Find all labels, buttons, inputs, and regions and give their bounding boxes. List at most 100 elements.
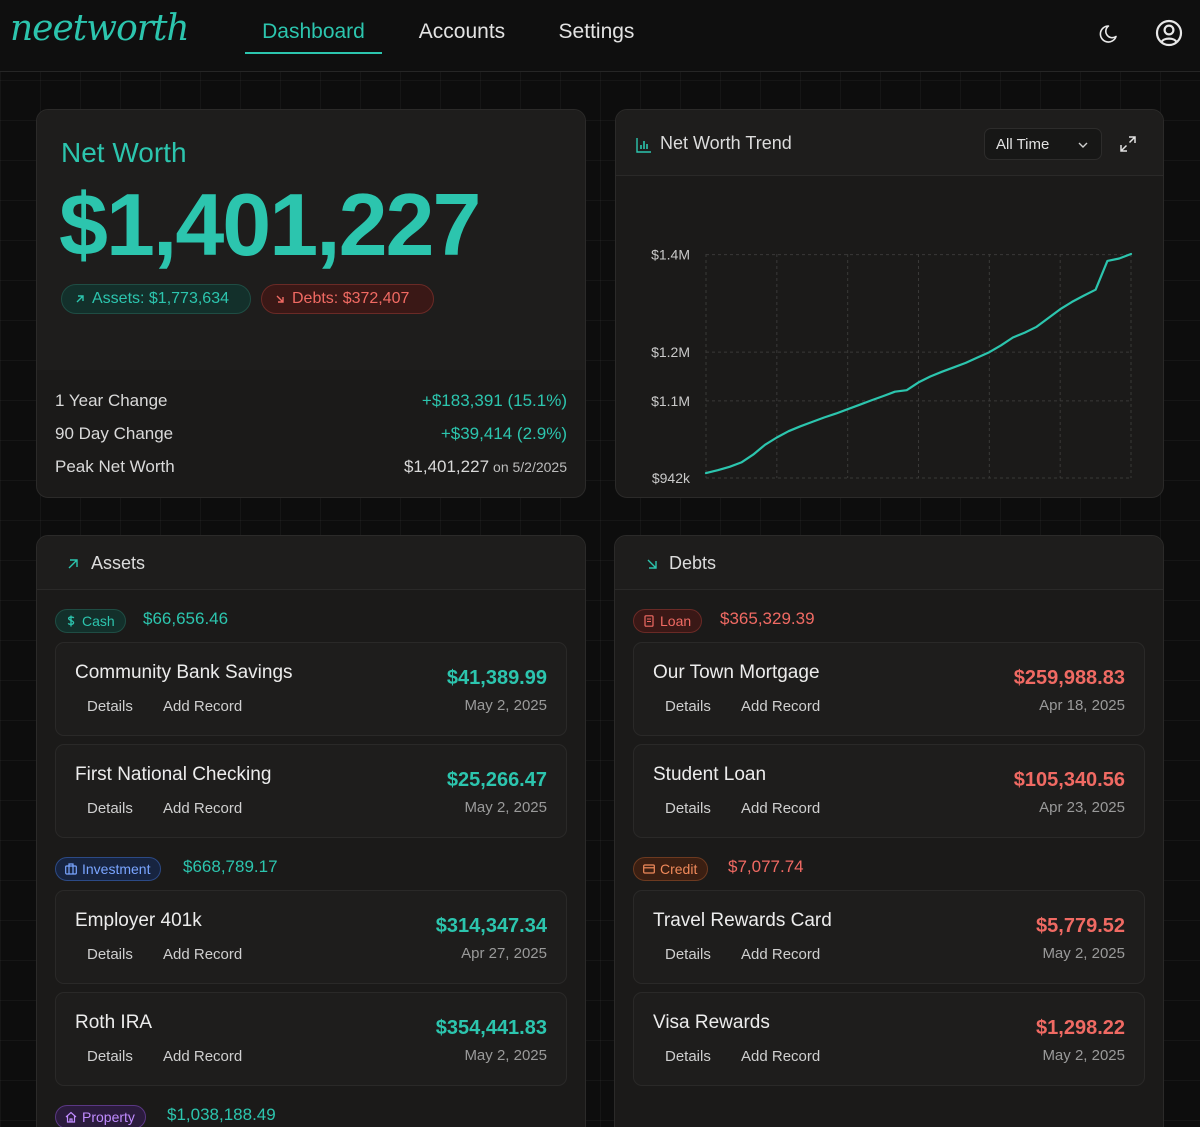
app-logo[interactable]: neetworth <box>10 8 190 49</box>
net-worth-summary: Net Worth $1,401,227 Assets: $1,773,634 … <box>37 110 585 370</box>
account-item[interactable]: Travel Rewards Card Details Add Record $… <box>633 890 1145 984</box>
property-category-chip[interactable]: Property <box>55 1105 146 1127</box>
one-year-change-row: 1 Year Change +$183,391 (15.1%) <box>55 391 567 415</box>
user-profile-icon[interactable] <box>1154 18 1184 48</box>
investment-category-chip[interactable]: Investment <box>55 857 162 881</box>
account-name: Employer 401k <box>75 910 202 931</box>
y-tick-label: $1.2M <box>651 344 690 360</box>
account-name: Our Town Mortgage <box>653 662 820 683</box>
details-button[interactable]: Details <box>665 800 711 817</box>
y-tick-label: $1.4M <box>651 247 690 263</box>
home-icon <box>65 1111 77 1123</box>
group-total: $7,077.74 <box>728 857 804 876</box>
briefcase-icon <box>65 863 77 875</box>
arrow-up-right-icon <box>76 295 84 303</box>
ninety-day-change-row: 90 Day Change +$39,414 (2.9%) <box>55 424 567 448</box>
account-updated-date: May 2, 2025 <box>464 799 547 816</box>
group-total: $365,329.39 <box>720 609 815 628</box>
add-record-button[interactable]: Add Record <box>741 946 821 963</box>
details-button[interactable]: Details <box>665 698 711 715</box>
debts-header: Debts <box>615 536 1163 590</box>
account-balance: $25,266.47 <box>446 769 547 791</box>
expand-icon[interactable] <box>1119 135 1137 153</box>
peak-date: on 5/2/2025 <box>493 459 567 475</box>
add-record-button[interactable]: Add Record <box>741 698 821 715</box>
net-worth-card: Net Worth $1,401,227 Assets: $1,773,634 … <box>36 109 586 498</box>
details-button[interactable]: Details <box>87 946 133 963</box>
assets-card: Assets Cash $66,656.46 Community Bank Sa… <box>36 535 586 1127</box>
nav-tab-settings[interactable]: Settings <box>558 20 635 43</box>
account-balance: $314,347.34 <box>435 915 547 937</box>
account-item[interactable]: Visa Rewards Details Add Record $1,298.2… <box>633 992 1145 1086</box>
loan-category-chip[interactable]: Loan <box>633 609 703 633</box>
account-updated-date: Apr 27, 2025 <box>461 945 547 962</box>
account-item[interactable]: Student Loan Details Add Record $105,340… <box>633 744 1145 838</box>
account-balance: $41,389.99 <box>446 667 547 689</box>
add-record-button[interactable]: Add Record <box>163 698 243 715</box>
details-button[interactable]: Details <box>87 800 133 817</box>
debts-title: Debts <box>669 553 717 573</box>
account-name: First National Checking <box>75 764 272 785</box>
add-record-button[interactable]: Add Record <box>163 1048 243 1065</box>
account-name: Student Loan <box>653 764 767 785</box>
net-worth-series-line <box>704 252 1133 475</box>
account-updated-date: May 2, 2025 <box>1042 945 1125 962</box>
add-record-button[interactable]: Add Record <box>163 800 243 817</box>
y-tick-label: $942k <box>652 470 691 486</box>
stat-value: +$183,391 (15.1%) <box>421 391 567 410</box>
nav-tab-dashboard[interactable]: Dashboard <box>245 20 382 54</box>
stat-label: Peak Net Worth <box>55 457 175 476</box>
account-item[interactable]: Roth IRA Details Add Record $354,441.83 … <box>55 992 567 1086</box>
account-item[interactable]: First National Checking Details Add Reco… <box>55 744 567 838</box>
add-record-button[interactable]: Add Record <box>741 1048 821 1065</box>
net-worth-value: $1,401,227 <box>59 175 481 274</box>
group-total: $66,656.46 <box>143 609 229 628</box>
time-range-select[interactable]: All Time <box>984 128 1102 160</box>
credit-category-chip[interactable]: Credit <box>633 857 709 881</box>
chip-label: Loan <box>660 613 692 629</box>
net-worth-trend-card: Net Worth Trend All Time $942k $1.1M $1.2M… <box>615 109 1164 498</box>
time-range-value: All Time <box>996 136 1050 153</box>
group-total: $1,038,188.49 <box>167 1105 276 1124</box>
receipt-icon <box>644 615 654 627</box>
cash-category-chip[interactable]: Cash <box>55 609 126 633</box>
nav-tab-accounts[interactable]: Accounts <box>418 20 506 43</box>
account-updated-date: Apr 23, 2025 <box>1039 799 1125 816</box>
debts-total-label: Debts: $372,407 <box>292 290 410 307</box>
account-item[interactable]: Community Bank Savings Details Add Recor… <box>55 642 567 736</box>
assets-title: Assets <box>91 553 146 573</box>
peak-value: $1,401,227 <box>403 457 490 476</box>
account-updated-date: May 2, 2025 <box>464 1047 547 1064</box>
stat-label: 90 Day Change <box>55 424 174 443</box>
account-updated-date: May 2, 2025 <box>464 697 547 714</box>
peak-net-worth-row: Peak Net Worth $1,401,227 on 5/2/2025 <box>55 457 567 481</box>
add-record-button[interactable]: Add Record <box>163 946 243 963</box>
account-balance: $354,441.83 <box>435 1017 547 1039</box>
stat-label: 1 Year Change <box>55 391 168 410</box>
details-button[interactable]: Details <box>87 1048 133 1065</box>
account-item[interactable]: Our Town Mortgage Details Add Record $25… <box>633 642 1145 736</box>
stat-value: $1,401,227 on 5/2/2025 <box>404 457 567 477</box>
arrow-down-right-icon <box>647 559 657 569</box>
account-balance: $105,340.56 <box>1013 769 1125 791</box>
details-button[interactable]: Details <box>665 946 711 963</box>
y-tick-label: $1.1M <box>651 393 690 409</box>
details-button[interactable]: Details <box>665 1048 711 1065</box>
dark-mode-moon-icon[interactable] <box>1096 18 1126 48</box>
trend-card-header: Net Worth Trend All Time <box>616 110 1163 176</box>
account-item[interactable]: Employer 401k Details Add Record $314,34… <box>55 890 567 984</box>
bar-chart-icon <box>636 138 651 153</box>
assets-total-label: Assets: $1,773,634 <box>92 290 229 307</box>
dollar-icon <box>67 615 75 627</box>
details-button[interactable]: Details <box>87 698 133 715</box>
chip-label: Cash <box>82 613 115 629</box>
arrow-up-right-icon <box>68 559 78 569</box>
account-balance: $1,298.22 <box>1036 1017 1125 1039</box>
account-balance: $5,779.52 <box>1036 915 1125 937</box>
add-record-button[interactable]: Add Record <box>741 800 821 817</box>
top-nav-bar: neetworth Dashboard Accounts Settings <box>0 0 1200 72</box>
chevron-down-icon <box>1078 142 1088 148</box>
account-balance: $259,988.83 <box>1013 667 1125 689</box>
account-name: Roth IRA <box>75 1012 153 1033</box>
arrow-down-right-icon <box>276 295 284 303</box>
